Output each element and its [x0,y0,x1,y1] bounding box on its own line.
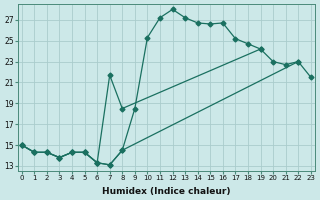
X-axis label: Humidex (Indice chaleur): Humidex (Indice chaleur) [102,187,230,196]
